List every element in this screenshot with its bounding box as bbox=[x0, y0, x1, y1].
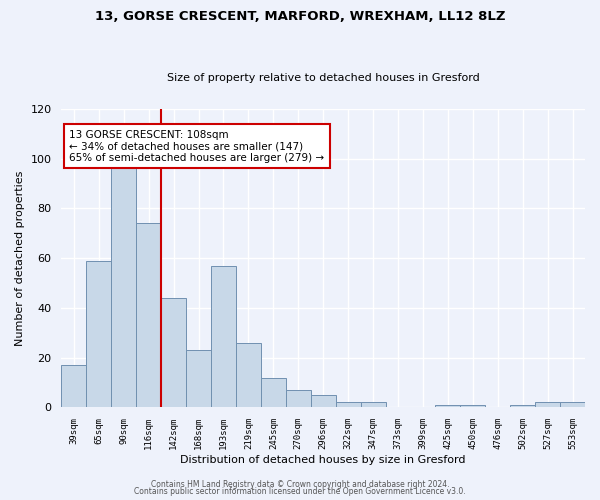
Bar bbox=[510, 405, 535, 407]
Bar bbox=[261, 378, 286, 408]
Text: 13, GORSE CRESCENT, MARFORD, WREXHAM, LL12 8LZ: 13, GORSE CRESCENT, MARFORD, WREXHAM, LL… bbox=[95, 10, 505, 23]
Bar bbox=[361, 402, 386, 407]
Bar bbox=[535, 402, 560, 407]
Bar bbox=[436, 405, 460, 407]
Bar bbox=[161, 298, 186, 408]
Text: Contains HM Land Registry data © Crown copyright and database right 2024.: Contains HM Land Registry data © Crown c… bbox=[151, 480, 449, 489]
Bar bbox=[335, 402, 361, 407]
Bar bbox=[86, 260, 111, 408]
Title: Size of property relative to detached houses in Gresford: Size of property relative to detached ho… bbox=[167, 73, 479, 83]
Bar bbox=[236, 343, 261, 407]
Bar bbox=[211, 266, 236, 408]
Text: 13 GORSE CRESCENT: 108sqm
← 34% of detached houses are smaller (147)
65% of semi: 13 GORSE CRESCENT: 108sqm ← 34% of detac… bbox=[69, 130, 325, 163]
Bar bbox=[136, 224, 161, 408]
X-axis label: Distribution of detached houses by size in Gresford: Distribution of detached houses by size … bbox=[181, 455, 466, 465]
Bar bbox=[311, 395, 335, 407]
Bar bbox=[111, 164, 136, 408]
Bar bbox=[186, 350, 211, 408]
Bar bbox=[61, 365, 86, 408]
Bar bbox=[460, 405, 485, 407]
Y-axis label: Number of detached properties: Number of detached properties bbox=[15, 170, 25, 346]
Bar bbox=[286, 390, 311, 407]
Bar bbox=[560, 402, 585, 407]
Text: Contains public sector information licensed under the Open Government Licence v3: Contains public sector information licen… bbox=[134, 487, 466, 496]
